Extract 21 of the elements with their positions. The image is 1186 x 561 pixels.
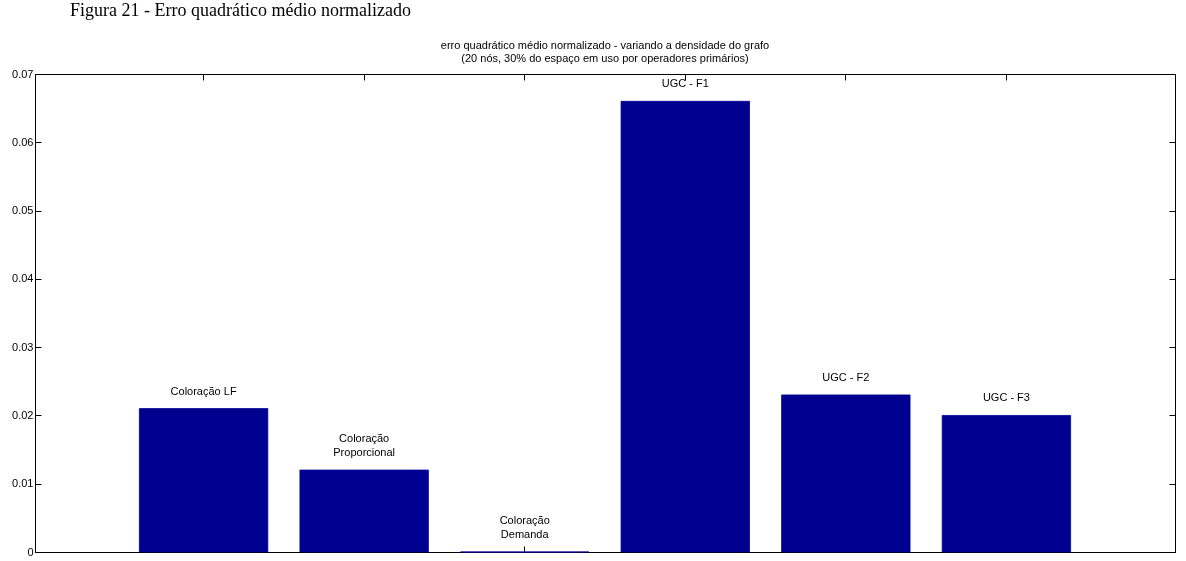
chart-title: Figura 21 - Erro quadrático médio normalizado	[70, 0, 411, 21]
y-tick-label: 0.02	[12, 408, 34, 421]
x-tick-label: Coloração Demanda	[499, 514, 550, 540]
bar	[941, 415, 1072, 553]
y-tick-label: 0.01	[12, 477, 34, 490]
y-tick-label: 0.07	[12, 67, 34, 80]
bar	[620, 100, 750, 553]
x-tick-label: UGC - F3	[982, 391, 1030, 404]
x-tick-label: Coloração Proporcional	[333, 432, 396, 459]
chart-subtitle: erro quadrático médio normalizado - variando a densidade do grafo (20 nós, 30% do espaço em uso por operadores primários)	[440, 39, 770, 64]
x-tick-label: UGC - F2	[822, 370, 870, 383]
x-tick-label: Coloração LF	[170, 384, 237, 397]
y-tick-label: 0	[27, 545, 34, 558]
y-tick-label: 0.04	[12, 272, 34, 285]
x-tick-label: UGC - F1	[661, 77, 709, 90]
bar	[781, 394, 911, 553]
bar	[299, 469, 429, 553]
bar	[138, 408, 269, 553]
y-tick-label: 0.03	[12, 340, 34, 353]
y-tick-label: 0.05	[12, 204, 34, 217]
y-tick-label: 0.06	[12, 135, 34, 148]
